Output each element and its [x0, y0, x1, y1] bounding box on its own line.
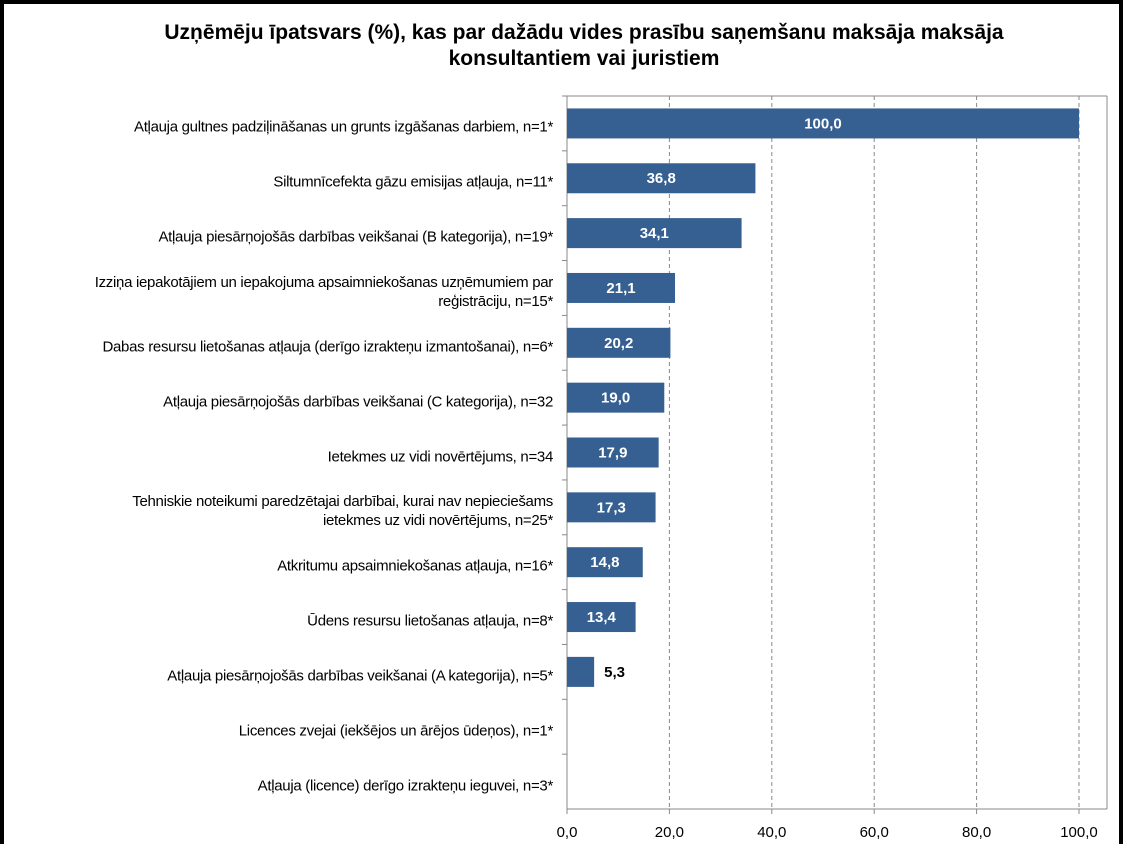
bar — [567, 437, 659, 468]
y-tick-label: Atļauja piesārņojošās darbības veikšanai… — [167, 667, 553, 685]
data-label: 36,8 — [647, 170, 676, 187]
x-tick-label: 100,0 — [1060, 824, 1098, 841]
y-tick-label: Ūdens resursu lietošanas atļauja, n=8* — [307, 612, 553, 630]
data-label: 17,9 — [598, 444, 627, 461]
y-tick-label: Atļauja (licence) derīgo izrakteņu ieguv… — [257, 777, 554, 795]
x-tick-label: 60,0 — [860, 824, 889, 841]
y-tick-label: Siltumnīcefekta gāzu emisijas atļauja, n… — [273, 173, 553, 191]
bar — [567, 547, 643, 578]
data-label: 14,8 — [590, 554, 619, 571]
data-label: 17,3 — [597, 499, 626, 516]
y-tick-label: Atļauja piesārņojošās darbības veikšanai… — [158, 228, 553, 246]
x-tick-label: 20,0 — [655, 824, 684, 841]
bar — [567, 163, 756, 194]
data-label: 13,4 — [587, 609, 617, 626]
y-tick-label: Atļauja gultnes padziļināšanas un grunts… — [133, 118, 553, 136]
data-label: 5,3 — [604, 664, 625, 681]
chart-title: Uzņēmēju īpatsvars (%), kas par dažādu v… — [164, 21, 1004, 70]
y-tick-label: Tehniskie noteikumi paredzētajai darbība… — [132, 493, 553, 530]
data-label: 34,1 — [640, 225, 669, 242]
data-label: 20,2 — [604, 335, 633, 352]
bar — [567, 382, 665, 413]
plot: 0,0 20,0 40,0 60,0 80,0 100,0 100,0 36,8 34,1 21,… — [557, 95, 1108, 841]
bar — [567, 656, 595, 687]
data-label: 21,1 — [606, 280, 635, 297]
y-tick-label: Licences zvejai (iekšējos un ārējos ūdeņ… — [238, 722, 554, 740]
bar — [567, 218, 742, 249]
bar — [567, 492, 656, 523]
x-tick-label: 80,0 — [962, 824, 991, 841]
x-tick-label: 40,0 — [757, 824, 786, 841]
data-label: 19,0 — [601, 390, 630, 407]
y-tick-label: Dabas resursu lietošanas atļauja (derīgo… — [102, 338, 553, 356]
y-tick-label: Izziņa iepakotājiem un iepakojuma apsaim… — [94, 273, 554, 310]
y-tick-label: Atļauja piesārņojošās darbības veikšanai… — [163, 393, 553, 411]
bar — [567, 272, 676, 303]
x-tick-label: 0,0 — [557, 824, 578, 841]
bar — [567, 327, 671, 358]
y-tick-label: Atkritumu apsaimniekošanas atļauja, n=16… — [277, 557, 553, 575]
y-tick-label: Ietekmes uz vidi novērtējums, n=34 — [327, 448, 554, 465]
data-label: 100,0 — [804, 115, 842, 132]
bar — [567, 602, 636, 633]
bar — [567, 108, 1079, 139]
